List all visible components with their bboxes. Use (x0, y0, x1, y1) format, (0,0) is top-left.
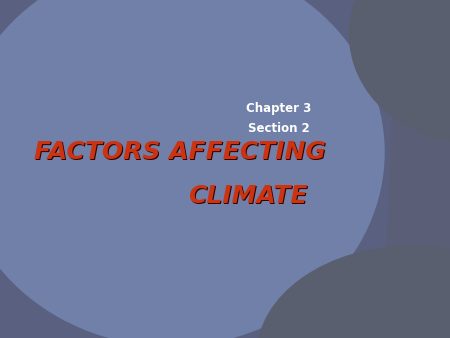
Ellipse shape (0, 0, 385, 338)
Ellipse shape (256, 245, 450, 338)
Text: FACTORS AFFECTING: FACTORS AFFECTING (34, 140, 326, 164)
Text: Chapter 3: Chapter 3 (247, 102, 311, 115)
Text: FACTORS AFFECTING: FACTORS AFFECTING (36, 141, 327, 166)
Text: CLIMATE: CLIMATE (188, 184, 307, 208)
Text: Section 2: Section 2 (248, 122, 310, 135)
Text: CLIMATE: CLIMATE (189, 185, 309, 210)
Ellipse shape (349, 0, 450, 144)
Polygon shape (382, 0, 450, 338)
